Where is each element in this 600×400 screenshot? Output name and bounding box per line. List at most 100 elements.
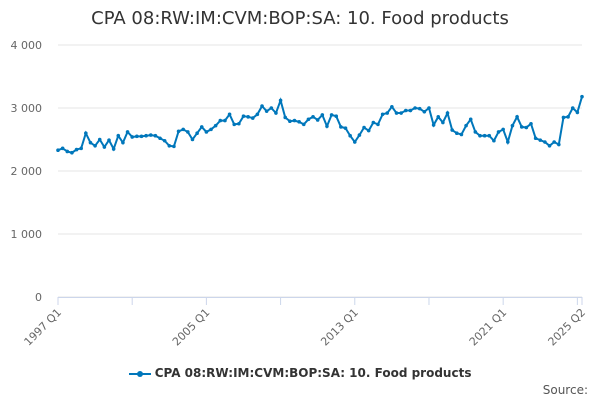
data-point[interactable] — [255, 112, 260, 117]
data-point[interactable] — [237, 121, 241, 126]
data-point[interactable] — [167, 144, 172, 148]
data-point[interactable] — [566, 115, 570, 119]
data-point[interactable] — [227, 112, 232, 117]
data-point[interactable] — [195, 131, 199, 135]
data-point[interactable] — [102, 145, 107, 149]
data-point[interactable] — [97, 137, 102, 142]
data-point[interactable] — [547, 144, 552, 148]
data-point[interactable] — [366, 128, 371, 133]
data-point[interactable] — [431, 123, 436, 127]
data-point[interactable] — [478, 133, 482, 138]
data-point[interactable] — [274, 111, 278, 115]
data-point[interactable] — [130, 135, 134, 139]
data-point[interactable] — [413, 106, 417, 110]
data-point[interactable] — [543, 140, 547, 144]
data-point[interactable] — [362, 125, 366, 130]
data-point[interactable] — [394, 111, 399, 115]
data-point[interactable] — [385, 111, 390, 115]
data-point[interactable] — [450, 128, 454, 132]
data-point[interactable] — [371, 120, 376, 125]
data-point[interactable] — [199, 125, 204, 129]
data-point[interactable] — [510, 123, 515, 128]
data-point[interactable] — [468, 117, 473, 122]
data-point[interactable] — [492, 138, 496, 143]
data-point[interactable] — [79, 146, 83, 151]
data-point[interactable] — [339, 125, 343, 129]
data-point[interactable] — [538, 138, 543, 142]
data-point[interactable] — [557, 142, 561, 147]
data-point[interactable] — [88, 140, 93, 145]
data-point[interactable] — [441, 120, 445, 125]
data-point[interactable] — [399, 111, 403, 115]
data-point[interactable] — [93, 144, 97, 148]
legend-item[interactable]: CPA 08:RW:IM:CVM:BOP:SA: 10. Food produc… — [0, 366, 600, 380]
data-point[interactable] — [390, 104, 394, 109]
data-point[interactable] — [445, 111, 450, 115]
data-point[interactable] — [111, 147, 116, 151]
data-point[interactable] — [533, 136, 538, 141]
data-point[interactable] — [139, 134, 144, 139]
data-point[interactable] — [232, 122, 237, 127]
data-point[interactable] — [60, 146, 65, 151]
data-point[interactable] — [260, 104, 264, 108]
data-point[interactable] — [408, 108, 413, 113]
data-point[interactable] — [506, 140, 510, 144]
data-point[interactable] — [417, 106, 422, 111]
data-point[interactable] — [519, 125, 524, 129]
data-point[interactable] — [121, 140, 125, 145]
data-point[interactable] — [524, 125, 529, 130]
data-point[interactable] — [283, 115, 288, 120]
data-point[interactable] — [306, 117, 311, 122]
data-point[interactable] — [56, 148, 60, 153]
data-point[interactable] — [515, 115, 519, 119]
data-point[interactable] — [380, 112, 385, 117]
data-point[interactable] — [487, 133, 492, 138]
data-point[interactable] — [213, 123, 218, 128]
data-point[interactable] — [190, 137, 195, 142]
data-point[interactable] — [65, 149, 70, 154]
data-point[interactable] — [325, 124, 329, 129]
data-point[interactable] — [288, 119, 292, 124]
data-point[interactable] — [320, 113, 325, 117]
data-point[interactable] — [334, 114, 339, 118]
data-point[interactable] — [357, 133, 362, 137]
data-point[interactable] — [70, 150, 74, 155]
data-point[interactable] — [376, 122, 380, 127]
data-point[interactable] — [348, 133, 352, 138]
data-point[interactable] — [436, 115, 441, 119]
data-point[interactable] — [570, 106, 575, 110]
data-point[interactable] — [427, 106, 431, 110]
data-point[interactable] — [329, 113, 334, 117]
data-point[interactable] — [176, 129, 181, 134]
data-point[interactable] — [552, 140, 556, 144]
data-point[interactable] — [223, 118, 227, 123]
data-point[interactable] — [250, 116, 255, 120]
data-point[interactable] — [292, 118, 297, 123]
data-point[interactable] — [125, 130, 130, 134]
data-point[interactable] — [482, 133, 487, 138]
data-point[interactable] — [301, 122, 306, 127]
data-point[interactable] — [241, 114, 246, 118]
data-point[interactable] — [580, 94, 584, 99]
data-point[interactable] — [74, 147, 79, 152]
data-point[interactable] — [186, 130, 190, 134]
data-point[interactable] — [575, 110, 580, 115]
data-point[interactable] — [297, 120, 301, 124]
data-point[interactable] — [529, 121, 533, 126]
data-point[interactable] — [162, 138, 167, 143]
data-point[interactable] — [501, 127, 505, 132]
data-point[interactable] — [343, 126, 348, 130]
data-point[interactable] — [473, 130, 478, 134]
data-point[interactable] — [84, 131, 88, 135]
data-point[interactable] — [315, 118, 320, 122]
data-point[interactable] — [135, 134, 139, 139]
data-point[interactable] — [116, 133, 121, 138]
data-point[interactable] — [464, 123, 468, 128]
data-point[interactable] — [278, 98, 283, 103]
data-point[interactable] — [496, 130, 501, 134]
data-point[interactable] — [209, 127, 213, 132]
data-point[interactable] — [264, 109, 269, 113]
data-point[interactable] — [181, 127, 186, 132]
data-point[interactable] — [422, 109, 427, 114]
data-point[interactable] — [311, 115, 315, 119]
